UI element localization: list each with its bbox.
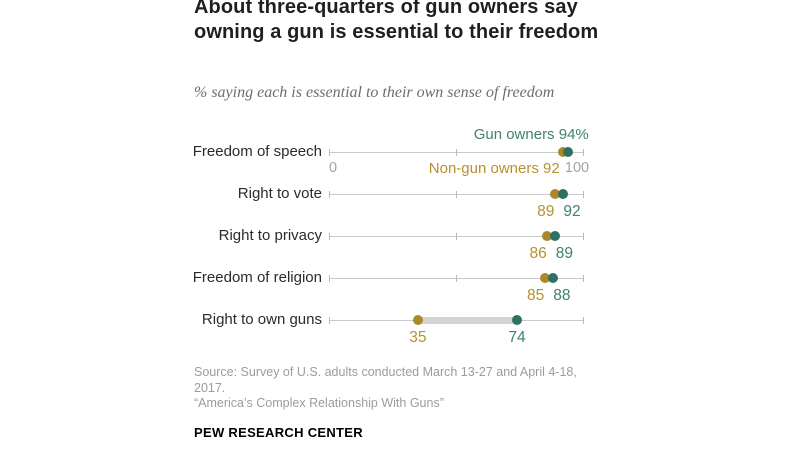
category-label: Right to own guns xyxy=(201,311,322,328)
axis-min-label: 0 xyxy=(328,160,338,176)
category-label: Right to privacy xyxy=(218,227,322,244)
non-gun-owners-dot xyxy=(412,315,423,325)
non-gun-owners-dot xyxy=(550,189,561,199)
axis-tick xyxy=(583,149,584,156)
axis-tick xyxy=(583,275,584,282)
gun-owners-dot xyxy=(550,231,561,241)
axis-tick xyxy=(329,317,330,324)
gun-owners-dot xyxy=(547,273,558,283)
category-label: Freedom of religion xyxy=(192,269,322,286)
non-gun-owners-value: 85 xyxy=(526,287,545,304)
source-note: Source: Survey of U.S. adults conducted … xyxy=(194,365,577,395)
non-gun-owners-dot xyxy=(557,147,568,157)
chart-title: About three-quarters of gun owners say o… xyxy=(194,0,599,43)
category-label: Freedom of speech xyxy=(192,143,322,160)
non-gun-owners-value: 35 xyxy=(409,329,427,346)
legend-non-gun-owners: Non-gun owners 92 xyxy=(428,160,560,177)
value-label-pair: 89 92 xyxy=(537,203,581,221)
axis-tick xyxy=(583,191,584,198)
axis-tick xyxy=(583,317,584,324)
chart-subtitle: % saying each is essential to their own … xyxy=(194,84,555,101)
value-label-pair: 86 89 xyxy=(530,245,574,263)
axis-tick xyxy=(456,233,457,240)
non-gun-owners-dot xyxy=(542,231,553,241)
gun-owners-value: 74 xyxy=(508,329,526,346)
brand-logo-text: PEW RESEARCH CENTER xyxy=(194,425,363,440)
gun-owners-value: 92 xyxy=(563,203,581,220)
axis-tick xyxy=(456,149,457,156)
gun-owners-dot xyxy=(557,189,568,199)
non-gun-owners-value: 89 xyxy=(537,203,555,220)
non-gun-owners-value: 86 xyxy=(529,245,547,262)
gun-owners-dot xyxy=(562,147,573,157)
axis-tick xyxy=(456,191,457,198)
axis-max-label: 100 xyxy=(564,160,590,176)
gun-owners-value: 89 xyxy=(555,245,573,262)
gun-owners-dot xyxy=(511,315,522,325)
value-label-pair: 85 88 xyxy=(527,287,571,305)
category-label: Right to vote xyxy=(237,185,322,202)
axis-tick xyxy=(329,149,330,156)
gun-owners-value: 88 xyxy=(553,287,571,304)
axis-tick xyxy=(329,191,330,198)
axis-tick xyxy=(583,233,584,240)
legend-gun-owners: Gun owners 94% xyxy=(473,126,589,143)
axis-tick xyxy=(329,233,330,240)
non-gun-owners-dot xyxy=(539,273,550,283)
report-title-note: “America’s Complex Relationship With Gun… xyxy=(194,396,444,410)
connector-bar xyxy=(417,317,517,324)
axis-tick xyxy=(456,275,457,282)
axis-tick xyxy=(329,275,330,282)
source-block: Source: Survey of U.S. adults conducted … xyxy=(194,365,592,412)
